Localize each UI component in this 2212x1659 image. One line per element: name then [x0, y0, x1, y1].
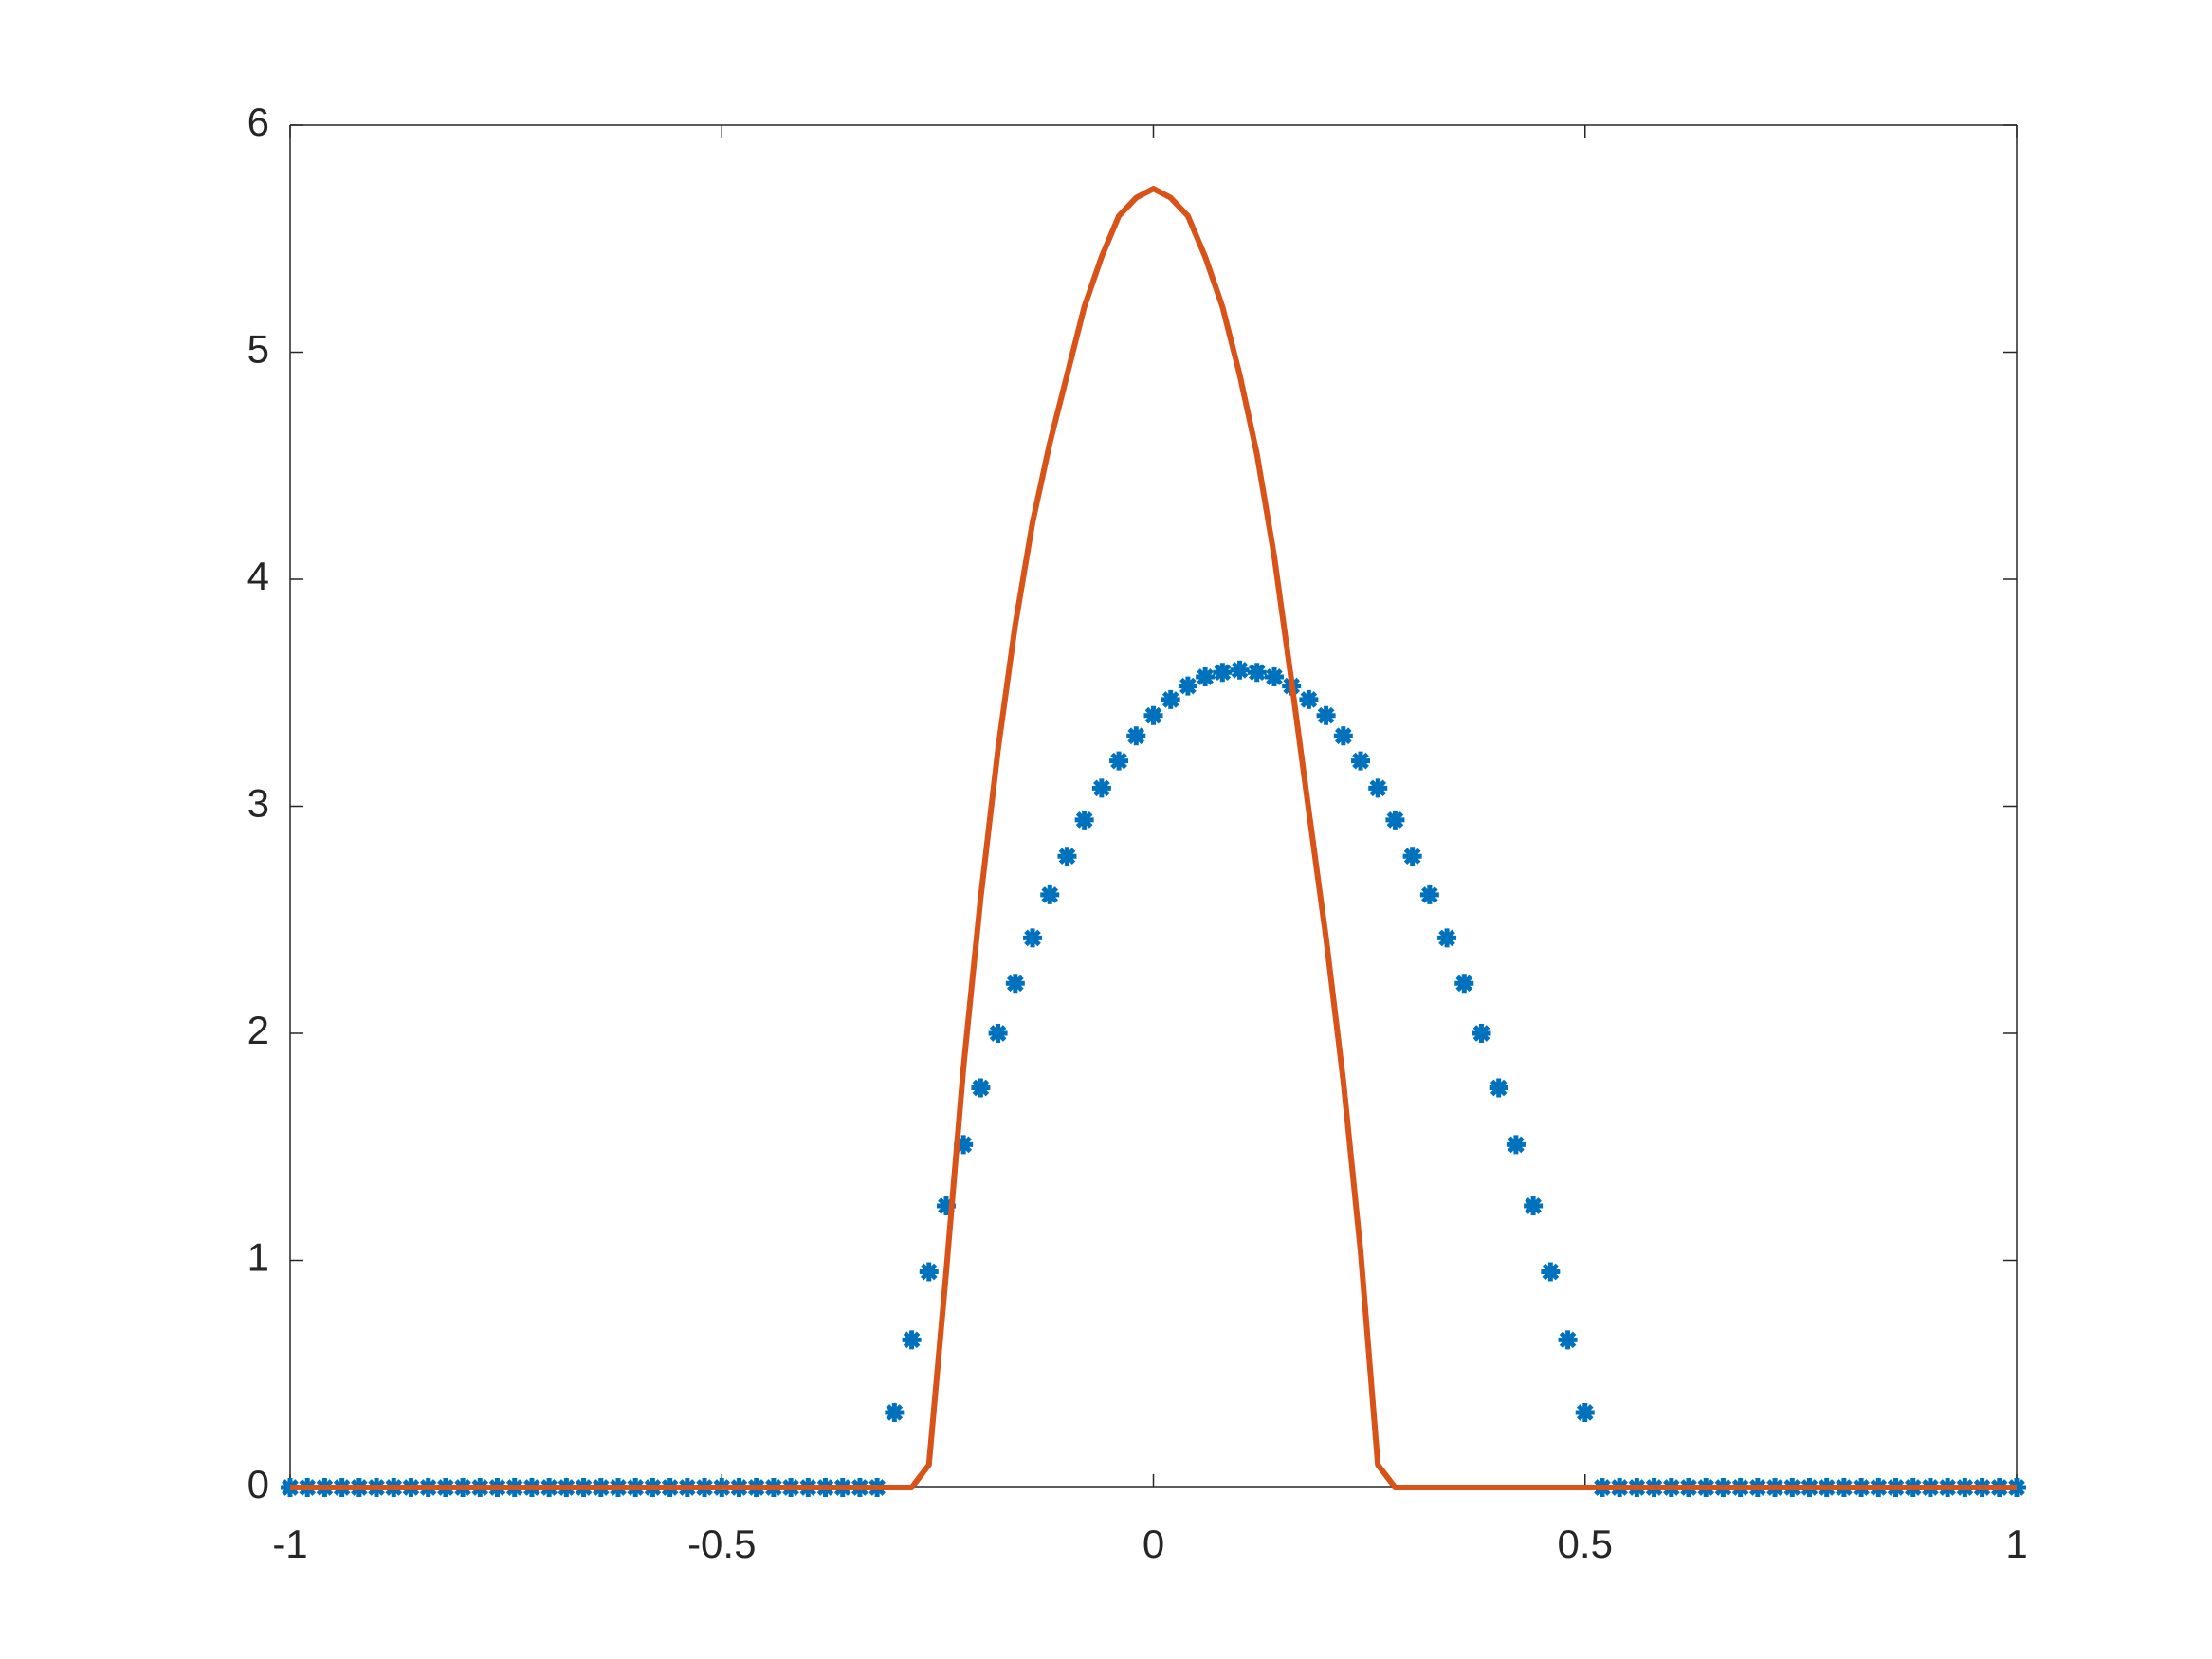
y-tick-label: 6	[247, 100, 269, 144]
marker	[1385, 810, 1405, 830]
x-tick-label: -0.5	[687, 1522, 756, 1566]
marker	[1524, 1196, 1544, 1216]
marker	[1143, 705, 1163, 725]
marker	[1437, 928, 1457, 948]
marker	[1091, 778, 1111, 798]
marker	[988, 1024, 1008, 1043]
y-tick-label: 2	[247, 1008, 269, 1052]
marker	[1264, 666, 1284, 686]
y-tick-label: 0	[247, 1462, 269, 1506]
marker	[1299, 689, 1319, 709]
marker	[1351, 751, 1371, 771]
marker	[1161, 689, 1180, 709]
y-tick-label: 5	[247, 327, 269, 372]
marker	[1057, 847, 1077, 866]
marker	[902, 1330, 922, 1350]
marker	[1575, 1402, 1595, 1422]
marker	[1316, 705, 1336, 725]
marker	[1023, 928, 1043, 948]
marker	[1247, 663, 1267, 683]
marker	[1005, 974, 1025, 994]
marker	[1558, 1330, 1578, 1350]
marker	[954, 1135, 974, 1155]
x-tick-label: 0	[1143, 1522, 1164, 1566]
x-tick-label: 1	[2005, 1522, 2027, 1566]
marker	[936, 1196, 956, 1216]
marker	[1126, 726, 1146, 746]
marker	[1368, 778, 1388, 798]
y-tick-label: 1	[247, 1235, 269, 1280]
y-tick-label: 3	[247, 781, 269, 826]
marker	[1178, 676, 1197, 696]
x-tick-label: -1	[272, 1522, 307, 1566]
marker	[1402, 847, 1422, 866]
marker	[1506, 1135, 1526, 1155]
marker	[1213, 663, 1233, 683]
marker	[1541, 1262, 1561, 1282]
marker	[1196, 666, 1216, 686]
marker	[1109, 751, 1129, 771]
marker	[1454, 974, 1474, 994]
marker	[1040, 884, 1060, 904]
marker	[919, 1262, 939, 1282]
line-series	[290, 186, 2017, 1490]
x-tick-label: 0.5	[1558, 1522, 1613, 1566]
marker	[885, 1402, 905, 1422]
marker	[971, 1078, 991, 1098]
marker	[1489, 1078, 1508, 1098]
marker	[1419, 884, 1439, 904]
y-tick-label: 4	[247, 554, 269, 598]
marker	[1472, 1024, 1491, 1043]
marker	[1230, 660, 1250, 680]
marker	[1074, 810, 1094, 830]
marker	[1333, 726, 1353, 746]
